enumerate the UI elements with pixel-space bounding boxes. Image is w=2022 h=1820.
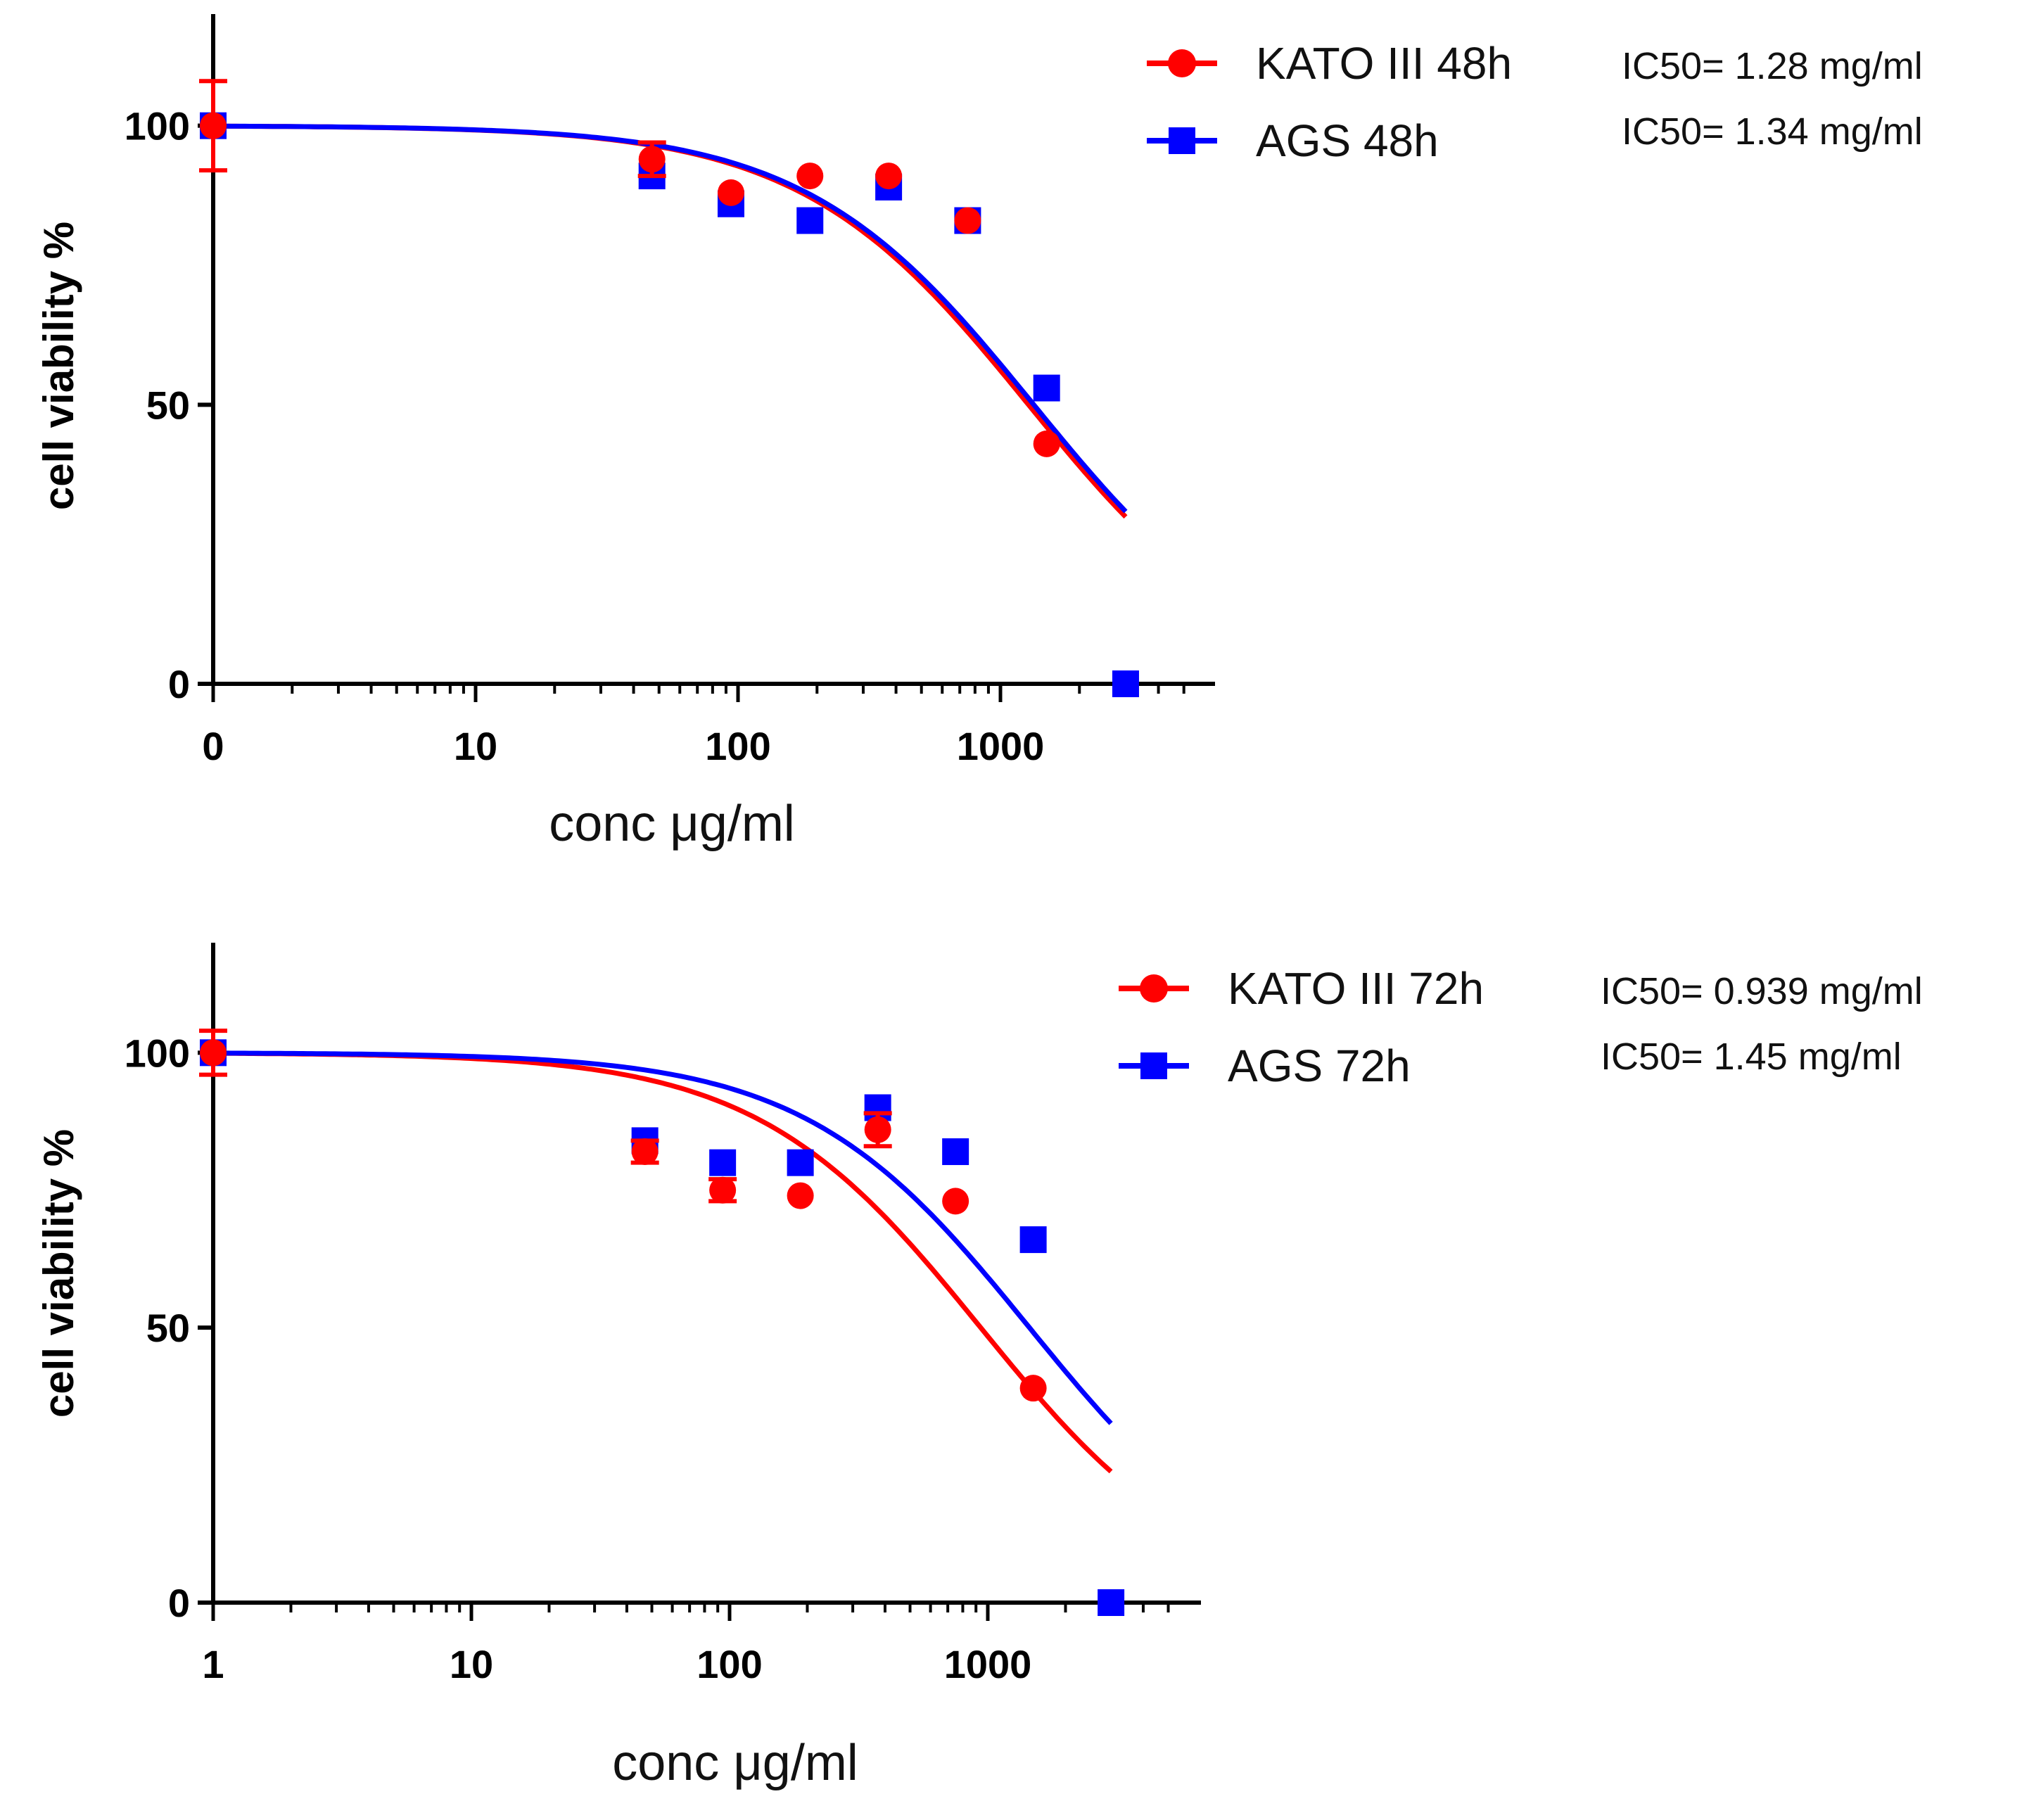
x-axis-label: conc μg/ml xyxy=(549,796,795,852)
y-tick-label: 100 xyxy=(125,104,190,148)
x-tick-label: 100 xyxy=(697,1642,762,1686)
x-axis-label: conc μg/ml xyxy=(612,1735,858,1791)
data-point-ags xyxy=(787,1149,814,1176)
legend: KATO III 48h AGS 48h IC50= 1.28 mg/ml IC… xyxy=(1147,38,1923,166)
data-point-ags xyxy=(1019,1226,1047,1254)
data-point-ags xyxy=(1098,1589,1125,1616)
y-tick-label: 100 xyxy=(125,1031,190,1075)
ic50-ags-72h: IC50= 1.45 mg/ml xyxy=(1601,1036,1902,1078)
x-tick-label: 1 xyxy=(202,1642,224,1686)
data-point-kato xyxy=(1019,1375,1047,1402)
ic50-ags-48h: IC50= 1.34 mg/ml xyxy=(1622,110,1923,153)
fit-curves xyxy=(213,123,1128,519)
legend-label-kato-72h: KATO III 72h xyxy=(1228,963,1484,1014)
fit-curves xyxy=(213,1050,1113,1474)
legend-label-ags-48h: AGS 48h xyxy=(1256,115,1439,166)
data-point-kato xyxy=(717,179,744,206)
data-point-kato xyxy=(796,163,824,190)
data-point-ags xyxy=(709,1149,737,1176)
data-points xyxy=(199,79,1139,697)
x-tick-label: 1000 xyxy=(957,724,1045,768)
data-point-ags xyxy=(1112,670,1139,697)
data-point-kato xyxy=(638,146,666,173)
data-points xyxy=(199,1029,1125,1616)
legend-marker-kato-72h xyxy=(1140,974,1168,1003)
legend-marker-kato-48h xyxy=(1168,49,1196,77)
data-point-kato xyxy=(942,1188,969,1215)
data-point-kato xyxy=(954,207,981,234)
x-tick-label: 10 xyxy=(450,1642,493,1686)
legend-label-ags-72h: AGS 72h xyxy=(1228,1041,1411,1091)
data-point-kato xyxy=(864,1116,891,1143)
x-tick-label: 0 xyxy=(202,724,224,768)
axis-ticks: 0 50 100 1 10 100 1000 xyxy=(125,943,1201,1686)
data-point-kato xyxy=(787,1182,814,1209)
legend: KATO III 72h AGS 72h IC50= 0.939 mg/ml I… xyxy=(1119,963,1923,1091)
legend-marker-ags-72h xyxy=(1140,1052,1167,1079)
data-point-ags xyxy=(942,1138,969,1166)
data-point-ags xyxy=(1033,374,1060,402)
data-point-kato xyxy=(1033,430,1060,457)
ic50-kato-48h: IC50= 1.28 mg/ml xyxy=(1622,45,1923,87)
data-point-kato xyxy=(709,1176,737,1204)
data-point-kato xyxy=(200,112,227,139)
x-tick-label: 100 xyxy=(705,724,770,768)
data-point-kato xyxy=(631,1138,659,1166)
y-tick-label: 50 xyxy=(146,1306,190,1350)
y-tick-label: 0 xyxy=(168,662,190,706)
y-tick-label: 50 xyxy=(146,383,190,427)
fit-curve-ags xyxy=(213,1050,1113,1425)
y-tick-label: 0 xyxy=(168,1581,190,1625)
x-tick-label: 10 xyxy=(454,724,497,768)
y-axis-label: cell viability % xyxy=(35,1129,82,1418)
fit-curve-kato xyxy=(213,123,1128,519)
x-tick-label: 1000 xyxy=(944,1642,1032,1686)
fit-curve-ags xyxy=(213,123,1128,514)
data-point-kato xyxy=(875,163,903,190)
data-point-kato xyxy=(200,1039,227,1067)
chart-72h: cell viability % conc μg/ml 0 50 100 1 10 100… xyxy=(35,943,1923,1791)
ic50-kato-72h: IC50= 0.939 mg/ml xyxy=(1601,970,1923,1012)
legend-label-kato-48h: KATO III 48h xyxy=(1256,38,1512,89)
y-axis-label: cell viability % xyxy=(35,222,82,510)
data-point-ags xyxy=(796,207,824,234)
legend-marker-ags-48h xyxy=(1169,127,1195,154)
